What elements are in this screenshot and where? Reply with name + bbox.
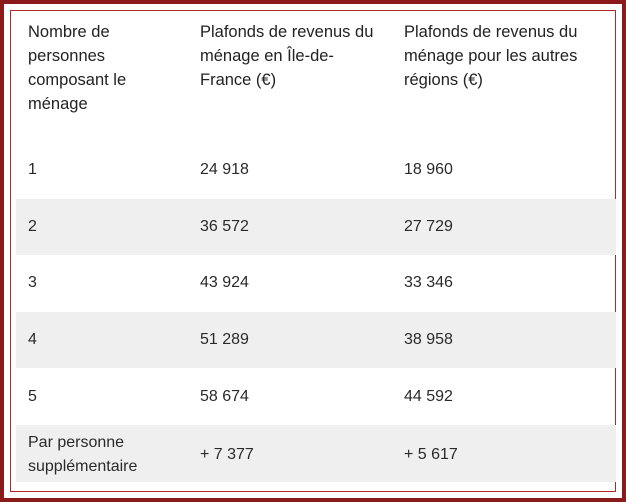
cell-ile-de-france: 43 924 <box>200 274 249 292</box>
header-other-regions: Plafonds de revenus du ménage pour les a… <box>404 23 578 89</box>
header-ile-de-france: Plafonds de revenus du ménage en Île-de-… <box>200 23 374 89</box>
cell-household-size: 4 <box>16 311 188 369</box>
header-household-size: Nombre de personnes composant le ménage <box>28 23 127 113</box>
cell-household-size: Par personne supplémentaire <box>16 424 188 482</box>
cell-ile-de-france: 51 289 <box>188 311 390 369</box>
cell-ile-de-france: 36 572 <box>188 198 390 256</box>
table-row: 2 36 572 27 729 <box>16 198 616 256</box>
cell-ile-de-france: + 7 377 <box>188 424 390 482</box>
table-row: 1 24 918 18 960 <box>16 142 616 199</box>
table-header-row: Nombre de personnes composant le ménage … <box>16 16 616 142</box>
cell-other-regions: 18 960 <box>404 161 453 179</box>
cell-household-size: 5 <box>28 387 37 405</box>
table-row: 4 51 289 38 958 <box>16 311 616 369</box>
cell-other-regions: 27 729 <box>390 198 616 256</box>
table-row: 3 43 924 33 346 <box>16 255 616 312</box>
cell-household-size: 3 <box>28 274 37 292</box>
table-container: Nombre de personnes composant le ménage … <box>16 16 616 492</box>
cell-ile-de-france: 24 918 <box>200 161 249 179</box>
cell-other-regions: 44 592 <box>404 387 453 405</box>
table-row: Par personne supplémentaire + 7 377 + 5 … <box>16 424 616 482</box>
cell-ile-de-france: 58 674 <box>200 387 249 405</box>
cell-other-regions: 33 346 <box>404 274 453 292</box>
cell-household-size: 1 <box>28 161 37 179</box>
cell-other-regions: 38 958 <box>390 311 616 369</box>
table-row: 5 58 674 44 592 <box>16 368 616 425</box>
income-ceiling-table: Nombre de personnes composant le ménage … <box>16 16 616 482</box>
cell-household-size: 2 <box>16 198 188 256</box>
cell-other-regions: + 5 617 <box>390 424 616 482</box>
